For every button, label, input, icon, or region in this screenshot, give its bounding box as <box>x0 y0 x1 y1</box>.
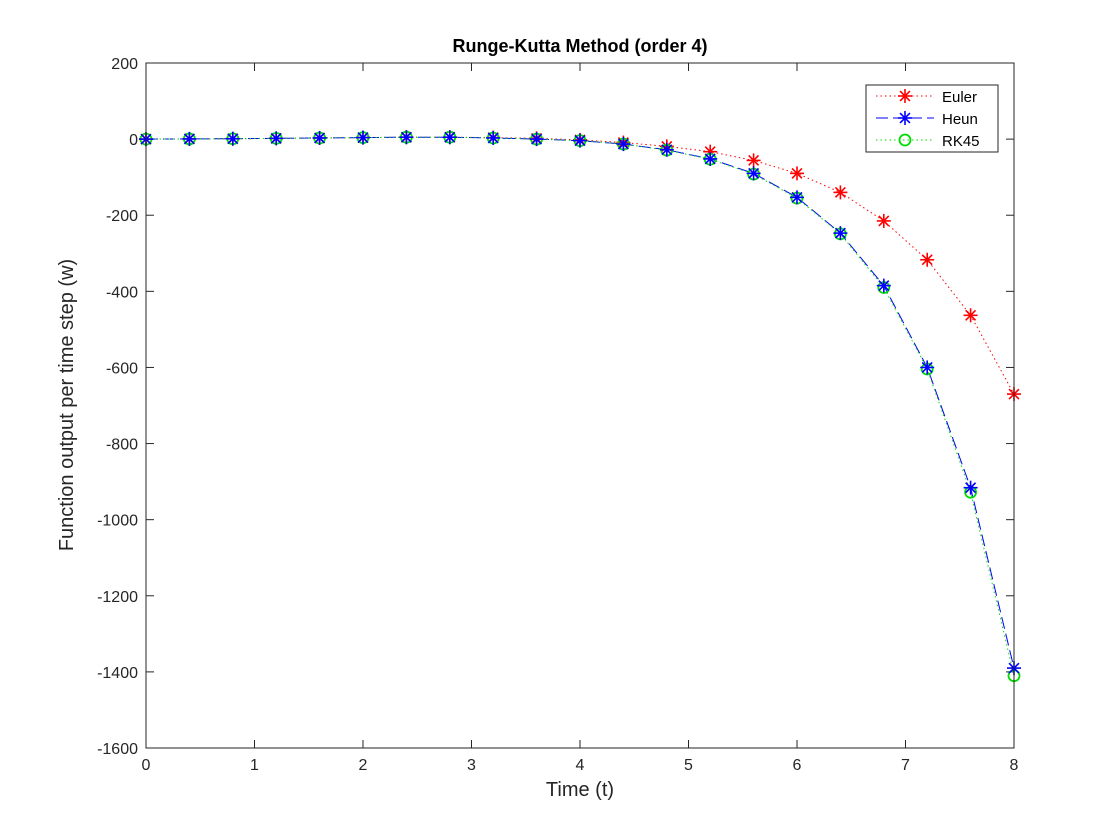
legend-marker-rk45 <box>898 133 912 147</box>
x-tick-label: 2 <box>359 757 368 774</box>
series-line-rk45 <box>145 136 1015 676</box>
x-tick-label: 7 <box>901 757 910 774</box>
chart-title: Runge-Kutta Method (order 4) <box>453 36 708 56</box>
legend-marker-heun <box>898 111 912 125</box>
y-tick-label: -200 <box>106 208 138 225</box>
y-tick-label: -800 <box>106 437 138 454</box>
data-point-heun <box>876 278 891 293</box>
data-point-euler <box>920 252 935 267</box>
data-point-heun <box>963 480 978 495</box>
data-point-euler <box>963 308 978 323</box>
data-point-euler <box>876 213 891 228</box>
axes-box <box>145 62 1015 749</box>
x-tick-labels: 0 1 2 3 4 5 6 7 8 <box>142 757 1019 774</box>
y-tick-labels: 200 0 -200 -400 -600 -800 -1000 -1200 -1400 -1600 <box>97 56 138 758</box>
x-tick-label: 3 <box>467 757 476 774</box>
y-tick-label: -1600 <box>97 741 138 758</box>
data-point-heun <box>833 226 848 241</box>
x-tick-label: 0 <box>142 757 151 774</box>
x-tick-label: 4 <box>576 757 585 774</box>
x-tick-label: 8 <box>1010 757 1019 774</box>
y-tick-label: 200 <box>111 56 138 73</box>
data-point-heun <box>182 131 197 146</box>
data-point-heun <box>269 131 284 146</box>
data-point-heun <box>790 190 804 205</box>
data-point-heun <box>659 142 674 157</box>
data-point-heun <box>312 130 327 145</box>
y-tick-label: -1400 <box>97 665 138 682</box>
data-point-heun <box>399 130 414 145</box>
legend: Euler Heun RK45 <box>865 84 999 153</box>
legend-label-rk45: RK45 <box>942 133 980 150</box>
data-point-heun <box>573 133 587 148</box>
y-tick-label: -1200 <box>97 589 138 606</box>
y-tick-label: 0 <box>129 132 138 149</box>
plot-area <box>146 63 1014 748</box>
data-point-heun <box>529 132 544 147</box>
x-axis-label: Time (t) <box>546 779 614 801</box>
data-point-euler <box>833 185 848 200</box>
legend-label-euler: Euler <box>942 89 977 106</box>
y-axis-label: Function output per time step (w) <box>56 259 78 551</box>
x-tick-label: 6 <box>793 757 802 774</box>
data-point-heun <box>442 130 457 145</box>
data-point-heun <box>486 130 501 145</box>
y-tick-label: -1000 <box>97 513 138 530</box>
x-tick-label: 1 <box>250 757 259 774</box>
legend-samples <box>876 89 934 147</box>
legend-label-heun: Heun <box>942 111 978 128</box>
x-tick-label: 5 <box>684 757 693 774</box>
data-point-heun <box>616 137 631 152</box>
y-tick-label: -600 <box>106 360 138 377</box>
data-point-heun <box>225 131 240 146</box>
data-point-heun <box>356 130 370 145</box>
legend-marker-euler <box>898 89 912 103</box>
data-point-heun <box>703 151 718 166</box>
data-point-euler <box>790 166 804 181</box>
data-point-heun <box>746 166 761 181</box>
data-point-euler <box>746 153 761 168</box>
data-point-heun <box>920 360 935 375</box>
y-tick-label: -400 <box>106 284 138 301</box>
